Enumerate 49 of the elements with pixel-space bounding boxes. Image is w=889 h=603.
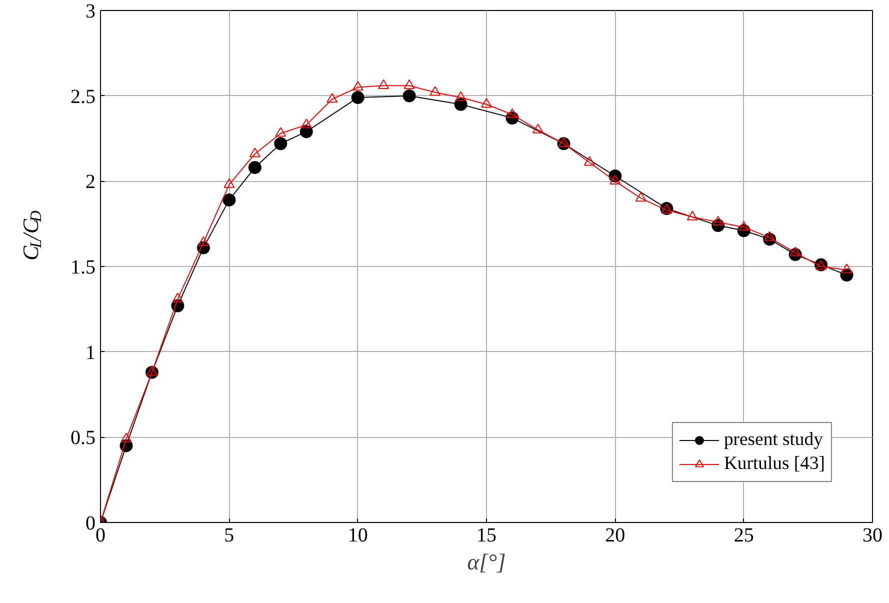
point [558, 137, 570, 148]
legend-label: present study [724, 429, 823, 451]
point [172, 292, 184, 302]
point [378, 79, 390, 89]
point [610, 174, 621, 185]
point [454, 98, 468, 111]
point [274, 137, 288, 150]
point [222, 193, 236, 206]
x-tick-label: 25 [734, 524, 754, 546]
point [326, 92, 338, 103]
y-tick-label: 1 [86, 342, 96, 364]
point [402, 89, 416, 102]
point [790, 246, 801, 256]
point [249, 148, 260, 158]
x-tick-label: 10 [348, 524, 368, 546]
point [455, 91, 466, 101]
y-tick-label: 1.5 [70, 256, 96, 278]
point [404, 79, 415, 89]
point [738, 220, 750, 231]
point [764, 231, 776, 241]
point [506, 108, 518, 118]
point [686, 210, 698, 220]
point [224, 178, 235, 188]
point [352, 81, 364, 91]
point [198, 236, 209, 246]
y-tick-label: 2.5 [70, 86, 96, 108]
y-tick-label: 3 [86, 0, 96, 22]
legend-label: Kurtulus [43] [724, 453, 825, 475]
point [120, 432, 132, 442]
y-tick-label: 0.5 [70, 427, 96, 450]
point [712, 216, 724, 226]
point [430, 86, 441, 96]
x-tick-label: 30 [862, 524, 882, 546]
point [300, 118, 312, 128]
point [248, 161, 262, 174]
x-tick-label: 5 [224, 524, 234, 546]
x-axis-title: α[°] [467, 550, 506, 574]
point [584, 156, 595, 166]
point [146, 366, 158, 376]
point [481, 98, 492, 108]
x-tick-label: 20 [605, 524, 626, 546]
point [275, 127, 286, 137]
point [351, 91, 364, 104]
y-tick-label: 2 [86, 171, 96, 194]
point [300, 125, 313, 138]
point [532, 124, 544, 134]
point [635, 192, 646, 202]
point [841, 264, 852, 274]
x-tick-label: 15 [476, 524, 496, 546]
